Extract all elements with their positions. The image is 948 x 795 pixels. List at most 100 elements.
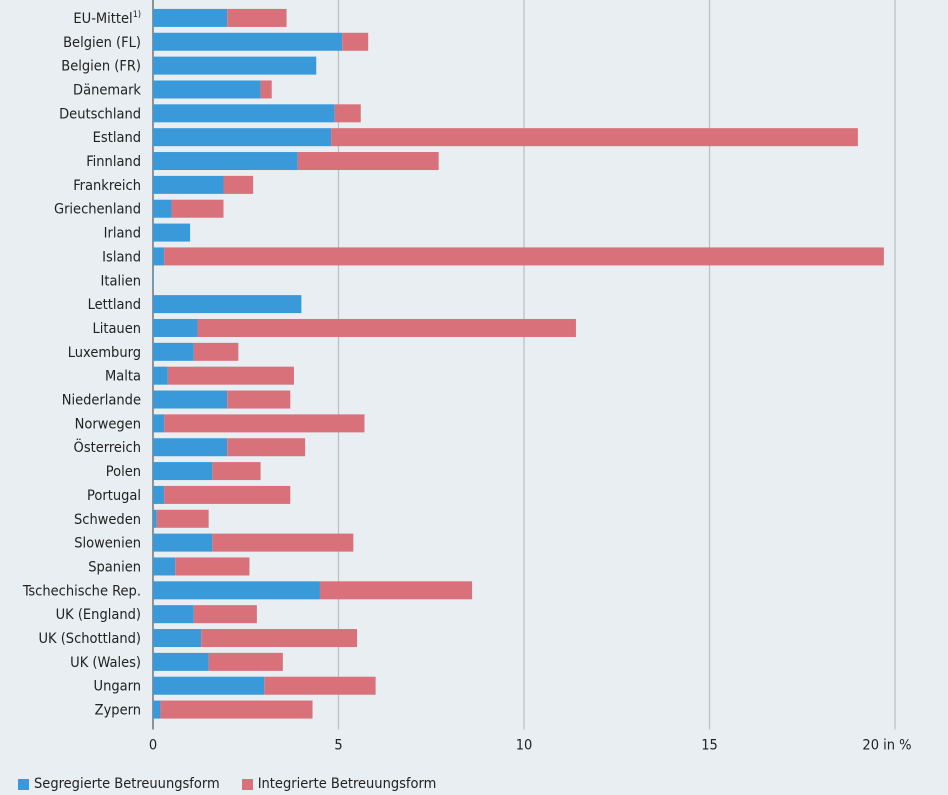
bar-integriert — [208, 652, 283, 671]
category-label: Schweden — [74, 512, 141, 528]
category-label: Griechenland — [54, 202, 141, 218]
category-label: Irland — [104, 226, 141, 242]
bar-integriert — [171, 199, 224, 218]
bar-integriert — [334, 104, 361, 123]
category-label: Norwegen — [75, 416, 141, 432]
bar-integriert — [164, 247, 884, 266]
legend-swatch-integriert — [241, 778, 253, 790]
bar-segregiert — [153, 676, 265, 695]
bar-integriert — [201, 629, 358, 648]
bar-segregiert — [153, 247, 165, 266]
bar-segregiert — [153, 581, 320, 600]
bar-integriert — [193, 342, 239, 361]
category-label: Slowenien — [74, 536, 141, 552]
bar-segregiert — [153, 56, 317, 75]
bar-segregiert — [153, 295, 302, 314]
category-label: Tschechische Rep. — [22, 583, 141, 599]
footnote-marker: 1) — [133, 10, 141, 20]
bar-integriert — [223, 175, 254, 194]
bar-segregiert — [153, 199, 172, 218]
category-label: EU-Mittel1) — [73, 10, 141, 27]
bar-integriert — [167, 366, 294, 385]
bar-segregiert — [153, 533, 213, 552]
category-label: Belgien (FL) — [63, 35, 141, 51]
legend-label-segregiert: Segregierte Betreuungsform — [34, 776, 220, 792]
category-label: Luxemburg — [68, 345, 141, 361]
bar-integriert — [319, 581, 473, 600]
legend-swatch-segregiert — [18, 778, 29, 790]
bar-integriert — [331, 128, 858, 147]
bar-segregiert — [153, 700, 161, 719]
bar-integriert — [193, 605, 257, 624]
category-label: UK (Wales) — [70, 655, 141, 671]
category-label: Deutschland — [59, 106, 141, 122]
bar-integriert — [197, 318, 576, 337]
bar-segregiert — [153, 438, 228, 457]
bar-segregiert — [153, 629, 202, 648]
category-label: Österreich — [74, 438, 141, 456]
bar-segregiert — [153, 128, 332, 147]
category-label: Island — [102, 249, 141, 265]
category-label: Estland — [93, 130, 141, 146]
bar-integriert — [160, 700, 313, 719]
bar-segregiert — [153, 366, 168, 385]
x-tick-label: 20 in % — [862, 738, 911, 754]
bar-integriert — [175, 557, 250, 576]
bar-segregiert — [153, 414, 165, 433]
bar-integriert — [164, 414, 365, 433]
category-label: Belgien (FR) — [61, 59, 141, 75]
category-label: Litauen — [92, 321, 141, 337]
category-label: UK (Schottland) — [38, 631, 141, 647]
bar-segregiert — [153, 80, 261, 99]
category-label: Finnland — [86, 154, 141, 170]
bar-segregiert — [153, 652, 209, 671]
bar-integriert — [227, 8, 287, 27]
bar-integriert — [156, 509, 209, 528]
bar-segregiert — [153, 32, 343, 51]
legend-item-segregiert: Segregierte Betreuungsform — [18, 776, 220, 792]
bar-integriert — [212, 533, 354, 552]
bar-integriert — [260, 80, 272, 99]
category-label: Malta — [105, 369, 141, 385]
x-tick-label: 5 — [334, 738, 342, 754]
bar-segregiert — [153, 509, 157, 528]
bar-integriert — [227, 438, 306, 457]
bar-segregiert — [153, 342, 194, 361]
x-tick-label: 0 — [149, 738, 157, 754]
bar-integriert — [342, 32, 369, 51]
category-label: Dänemark — [73, 82, 141, 98]
bar-integriert — [212, 462, 261, 481]
category-label: Italien — [101, 273, 142, 289]
legend: Segregierte Betreuungsform Integrierte B… — [18, 774, 458, 794]
bar-segregiert — [153, 485, 165, 504]
category-label: Zypern — [95, 703, 141, 719]
bar-segregiert — [153, 271, 154, 290]
bar-segregiert — [153, 104, 335, 123]
bar-segregiert — [153, 462, 213, 481]
bar-integriert — [227, 390, 291, 409]
bar-segregiert — [153, 8, 228, 27]
x-tick-label: 10 — [516, 738, 533, 754]
bar-segregiert — [153, 605, 194, 624]
category-label: Ungarn — [94, 679, 141, 695]
category-label: Niederlande — [62, 393, 141, 409]
category-label: Spanien — [88, 559, 141, 575]
category-label: Polen — [106, 464, 141, 480]
category-label: Portugal — [87, 488, 141, 504]
bar-integriert — [164, 485, 291, 504]
bar-segregiert — [153, 223, 191, 242]
bar-segregiert — [153, 175, 224, 194]
legend-item-integriert: Integrierte Betreuungsform — [241, 776, 437, 792]
bar-segregiert — [153, 318, 198, 337]
bar-segregiert — [153, 390, 228, 409]
bar-integriert — [264, 676, 376, 695]
category-label: Frankreich — [73, 178, 141, 194]
bar-integriert — [297, 152, 439, 171]
bar-segregiert — [153, 152, 298, 171]
legend-label-integriert: Integrierte Betreuungsform — [257, 776, 437, 792]
category-label: UK (England) — [56, 607, 141, 623]
category-label: Lettland — [88, 297, 141, 313]
x-tick-label: 15 — [701, 738, 718, 754]
